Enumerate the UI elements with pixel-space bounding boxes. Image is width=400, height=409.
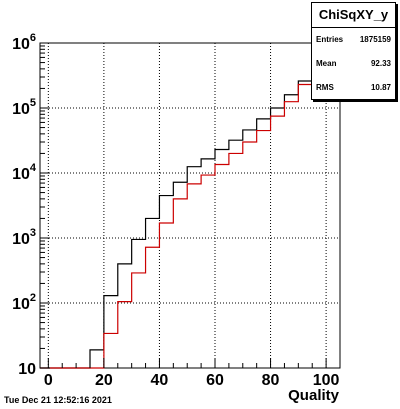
- axes: 0 20 40 60 80 100 10 102 103 104 105 106: [12, 32, 341, 389]
- x-tick-label: 40: [151, 372, 169, 389]
- timestamp: Tue Dec 21 12:52:16 2021: [4, 395, 112, 405]
- y-tick-label: 10: [18, 361, 36, 378]
- stats-mean-value: 92.33: [370, 59, 391, 68]
- stats-mean-label: Mean: [316, 59, 337, 68]
- y-tick-label: 105: [12, 97, 36, 118]
- stats-row-mean: Mean 92.33: [312, 52, 395, 76]
- y-tick-label: 106: [12, 32, 36, 53]
- y-tick-exponent: 4: [30, 162, 37, 174]
- y-tick-exponent: 5: [30, 97, 36, 109]
- y-tick-label: 102: [12, 292, 36, 313]
- x-axis-title: Quality: [288, 387, 340, 404]
- stats-entries-value: 1875159: [359, 35, 391, 44]
- y-tick-exponent: 6: [30, 32, 36, 44]
- x-tick-label: 20: [95, 372, 113, 389]
- histogram-line-0: [40, 61, 340, 369]
- x-tick-label: 0: [44, 372, 53, 389]
- y-tick-label: 103: [12, 227, 36, 248]
- stats-box: ChiSqXY_y Entries 1875159 Mean 92.33 RMS…: [311, 2, 396, 100]
- plot-frame: [39, 42, 341, 369]
- histogram-series: [40, 60, 340, 369]
- x-tick-label: 60: [206, 372, 224, 389]
- y-tick-exponent: 2: [30, 292, 36, 304]
- stats-row-rms: RMS 10.87: [312, 76, 395, 100]
- stats-title: ChiSqXY_y: [312, 3, 395, 28]
- histogram-line-1: [40, 60, 340, 369]
- x-tick-label: 80: [262, 372, 280, 389]
- stats-entries-label: Entries: [316, 35, 344, 44]
- y-tick-label: 104: [12, 162, 37, 183]
- grid-lines: [40, 43, 340, 368]
- x-tick-label: 100: [313, 372, 340, 389]
- stats-rms-label: RMS: [316, 83, 334, 92]
- stats-rms-value: 10.87: [370, 83, 391, 92]
- stats-row-entries: Entries 1875159: [312, 28, 395, 52]
- y-tick-exponent: 3: [30, 227, 36, 239]
